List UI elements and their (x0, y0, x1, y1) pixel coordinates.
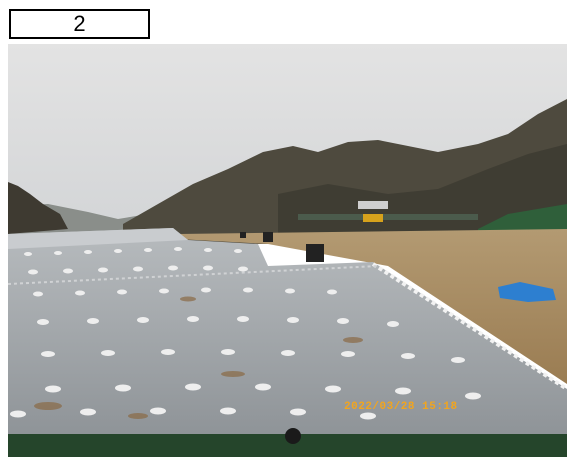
dirt-patches (34, 296, 363, 419)
post-1 (306, 244, 324, 262)
photo-number-box: 2 (9, 9, 150, 39)
liner-sheet (8, 228, 567, 434)
site-photo: 2022/03/28 15:18 (8, 44, 567, 457)
post-3 (240, 232, 246, 238)
sheet-edge-left (8, 228, 188, 249)
bare-ground (178, 229, 567, 384)
excavator (363, 214, 383, 222)
timestamp: 2022/03/28 15:18 (344, 401, 458, 413)
left-trees (8, 182, 68, 234)
blue-tarp (498, 282, 556, 302)
sandbags (8, 247, 567, 420)
seam-line (8, 265, 379, 285)
post-2 (263, 232, 273, 242)
building (358, 201, 388, 209)
fence-line (298, 214, 478, 220)
perimeter-sandbags (371, 262, 567, 391)
green-mat (8, 434, 567, 457)
foreground-post (285, 428, 301, 444)
landfill-cover-scene (8, 44, 567, 457)
photo-number: 2 (73, 11, 86, 36)
